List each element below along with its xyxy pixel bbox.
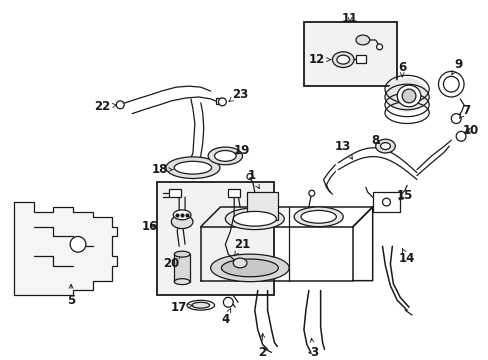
Text: 8: 8	[371, 134, 379, 147]
Ellipse shape	[401, 89, 415, 103]
Text: 3: 3	[309, 338, 317, 359]
Circle shape	[218, 98, 226, 106]
Bar	[169, 189, 181, 197]
Text: 5: 5	[67, 284, 75, 307]
Text: 7: 7	[458, 104, 469, 118]
Ellipse shape	[375, 139, 394, 153]
Text: 2: 2	[258, 333, 266, 359]
Ellipse shape	[208, 147, 242, 165]
Text: 1: 1	[247, 169, 259, 189]
Ellipse shape	[386, 78, 427, 112]
Circle shape	[116, 101, 124, 109]
Circle shape	[246, 174, 252, 180]
Circle shape	[455, 131, 465, 141]
Ellipse shape	[210, 254, 288, 282]
Bar	[355, 55, 365, 63]
Bar	[228, 189, 240, 197]
Circle shape	[376, 44, 382, 50]
Circle shape	[308, 190, 314, 196]
Ellipse shape	[165, 157, 220, 179]
Ellipse shape	[171, 215, 193, 229]
Ellipse shape	[301, 211, 336, 223]
Text: 18: 18	[151, 163, 173, 176]
Bar	[174, 254, 190, 282]
Text: 22: 22	[94, 100, 116, 113]
Bar	[156, 183, 274, 296]
Ellipse shape	[336, 55, 349, 64]
Bar	[372, 192, 399, 212]
Text: 12: 12	[308, 53, 330, 66]
Circle shape	[382, 198, 389, 206]
Ellipse shape	[233, 211, 276, 226]
Text: 13: 13	[334, 140, 352, 159]
Text: 17: 17	[171, 301, 192, 314]
Text: 9: 9	[451, 58, 461, 75]
Ellipse shape	[355, 35, 369, 45]
Text: 15: 15	[396, 189, 412, 202]
Text: 4: 4	[221, 308, 230, 327]
Text: 19: 19	[233, 144, 250, 157]
Ellipse shape	[332, 52, 353, 67]
Ellipse shape	[221, 259, 278, 277]
Ellipse shape	[174, 251, 190, 257]
Ellipse shape	[192, 302, 209, 308]
Text: 16: 16	[141, 220, 158, 233]
Circle shape	[223, 297, 233, 307]
Bar	[304, 22, 396, 86]
Text: 23: 23	[228, 87, 248, 102]
Ellipse shape	[186, 300, 214, 310]
Circle shape	[450, 114, 460, 123]
Ellipse shape	[293, 207, 343, 227]
Ellipse shape	[233, 258, 246, 268]
Ellipse shape	[380, 143, 389, 149]
Text: 10: 10	[462, 124, 478, 137]
Polygon shape	[14, 202, 117, 296]
Bar	[246, 192, 278, 220]
Text: 6: 6	[397, 61, 406, 77]
Ellipse shape	[174, 161, 211, 174]
Text: 21: 21	[233, 238, 250, 256]
Circle shape	[70, 237, 86, 252]
Ellipse shape	[214, 150, 236, 161]
Ellipse shape	[396, 85, 420, 107]
Text: 11: 11	[341, 12, 358, 25]
Bar	[215, 98, 224, 104]
Ellipse shape	[173, 210, 191, 220]
Text: 20: 20	[163, 255, 181, 270]
Text: 14: 14	[398, 249, 414, 265]
Ellipse shape	[174, 279, 190, 285]
Ellipse shape	[225, 208, 284, 230]
